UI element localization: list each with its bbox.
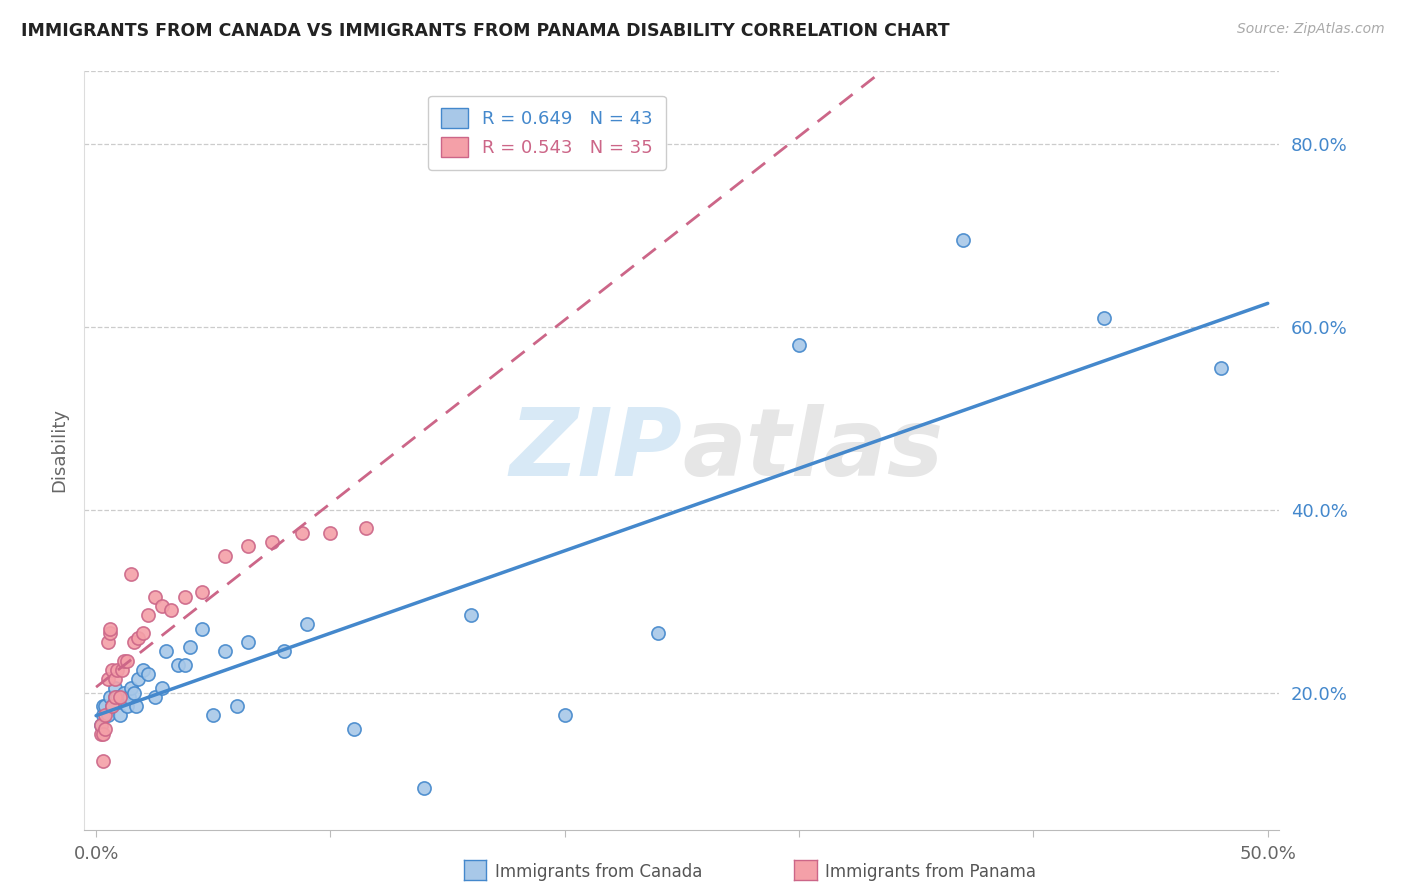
Point [115, 699, 138, 714]
Point [167, 658, 190, 673]
Point [98, 626, 121, 640]
Point [179, 640, 201, 654]
Point [94, 722, 117, 736]
Point [127, 631, 149, 645]
Point [174, 590, 197, 604]
Point [150, 599, 173, 613]
Point [97, 708, 120, 723]
Point [118, 690, 141, 705]
Point [343, 722, 366, 736]
Point [108, 708, 131, 723]
Point [238, 635, 260, 649]
Point [91, 754, 114, 768]
Point [174, 658, 197, 673]
Point [460, 607, 482, 622]
Point [108, 690, 131, 705]
Point [111, 663, 134, 677]
Point [413, 781, 436, 796]
Point [238, 540, 260, 554]
Point [122, 635, 145, 649]
Point [91, 726, 114, 740]
Text: ZIP: ZIP [509, 404, 682, 497]
Point [143, 690, 166, 705]
Point [150, 681, 173, 695]
Point [111, 690, 134, 705]
Point [101, 699, 124, 714]
Point [104, 681, 127, 695]
Y-axis label: Disability: Disability [51, 409, 69, 492]
Point [97, 672, 120, 686]
Point [354, 521, 377, 535]
Point [160, 603, 183, 617]
Point [319, 525, 342, 540]
Point [273, 644, 295, 658]
Point [101, 663, 124, 677]
Point [98, 622, 121, 636]
Point [120, 566, 142, 581]
Point [90, 717, 112, 731]
Point [125, 699, 148, 714]
Point [225, 699, 247, 714]
Point [132, 626, 155, 640]
Point [94, 699, 117, 714]
Point [104, 690, 127, 705]
Point [136, 667, 159, 681]
Point [132, 663, 155, 677]
Point [90, 717, 112, 731]
Point [94, 708, 117, 723]
Text: Source: ZipAtlas.com: Source: ZipAtlas.com [1237, 22, 1385, 37]
Point [214, 549, 236, 563]
Point [260, 534, 283, 549]
Point [190, 622, 212, 636]
Point [97, 635, 120, 649]
Point [190, 585, 212, 599]
Point [143, 590, 166, 604]
Point [98, 690, 121, 705]
Point [787, 338, 810, 352]
Point [120, 681, 142, 695]
Point [112, 685, 135, 699]
Point [202, 708, 225, 723]
Point [214, 644, 236, 658]
Point [127, 672, 149, 686]
Point [104, 672, 127, 686]
Point [104, 690, 127, 705]
Point [91, 708, 114, 723]
Point [952, 233, 974, 247]
Point [554, 708, 576, 723]
Point [295, 617, 318, 632]
Text: IMMIGRANTS FROM CANADA VS IMMIGRANTS FROM PANAMA DISABILITY CORRELATION CHART: IMMIGRANTS FROM CANADA VS IMMIGRANTS FRO… [21, 22, 949, 40]
Point [90, 726, 112, 740]
Legend: R = 0.649   N = 43, R = 0.543   N = 35: R = 0.649 N = 43, R = 0.543 N = 35 [427, 95, 665, 169]
Point [155, 644, 177, 658]
Point [291, 525, 314, 540]
Point [112, 654, 135, 668]
Point [105, 690, 128, 705]
Point [91, 699, 114, 714]
Text: Immigrants from Canada: Immigrants from Canada [495, 863, 702, 881]
Point [101, 699, 124, 714]
Point [105, 663, 128, 677]
Point [647, 626, 669, 640]
Text: Immigrants from Panama: Immigrants from Panama [825, 863, 1036, 881]
Text: atlas: atlas [682, 404, 943, 497]
Point [115, 654, 138, 668]
Point [1209, 361, 1232, 376]
Point [136, 607, 159, 622]
Point [122, 685, 145, 699]
Point [1092, 311, 1115, 326]
